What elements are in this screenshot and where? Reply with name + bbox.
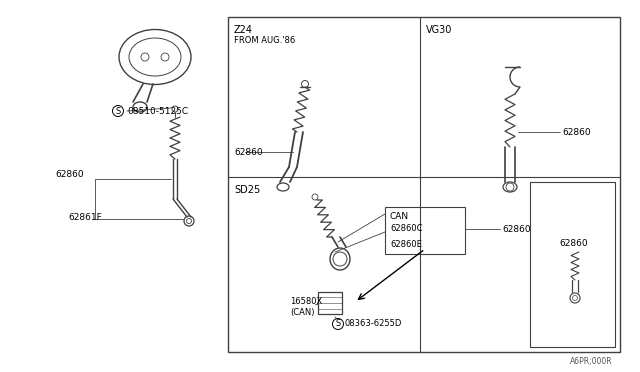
Text: Z24: Z24 bbox=[234, 25, 253, 35]
Text: FROM AUG.'86: FROM AUG.'86 bbox=[234, 36, 295, 45]
Text: 08363-6255D: 08363-6255D bbox=[345, 320, 403, 328]
Text: 08510-5125C: 08510-5125C bbox=[127, 106, 188, 115]
Bar bbox=[385, 207, 465, 254]
Text: SD25: SD25 bbox=[234, 185, 260, 195]
Bar bbox=[228, 17, 620, 352]
Text: 62861F: 62861F bbox=[68, 212, 102, 221]
Text: CAN: CAN bbox=[390, 212, 409, 221]
Text: S: S bbox=[115, 106, 120, 115]
Text: 16580X: 16580X bbox=[290, 298, 323, 307]
Text: 62860: 62860 bbox=[234, 148, 262, 157]
Text: S: S bbox=[335, 320, 340, 328]
Text: 62860E: 62860E bbox=[390, 240, 422, 249]
Text: VG30: VG30 bbox=[426, 25, 452, 35]
Bar bbox=[318, 292, 342, 314]
Text: 62860: 62860 bbox=[559, 240, 588, 248]
Text: 62860C: 62860C bbox=[390, 224, 422, 233]
Text: A6PR;000R: A6PR;000R bbox=[570, 357, 612, 366]
Text: 62860: 62860 bbox=[562, 128, 591, 137]
Text: 62860: 62860 bbox=[55, 170, 84, 179]
Text: 62860: 62860 bbox=[502, 224, 531, 234]
Text: (CAN): (CAN) bbox=[290, 308, 314, 317]
Bar bbox=[530, 182, 615, 347]
